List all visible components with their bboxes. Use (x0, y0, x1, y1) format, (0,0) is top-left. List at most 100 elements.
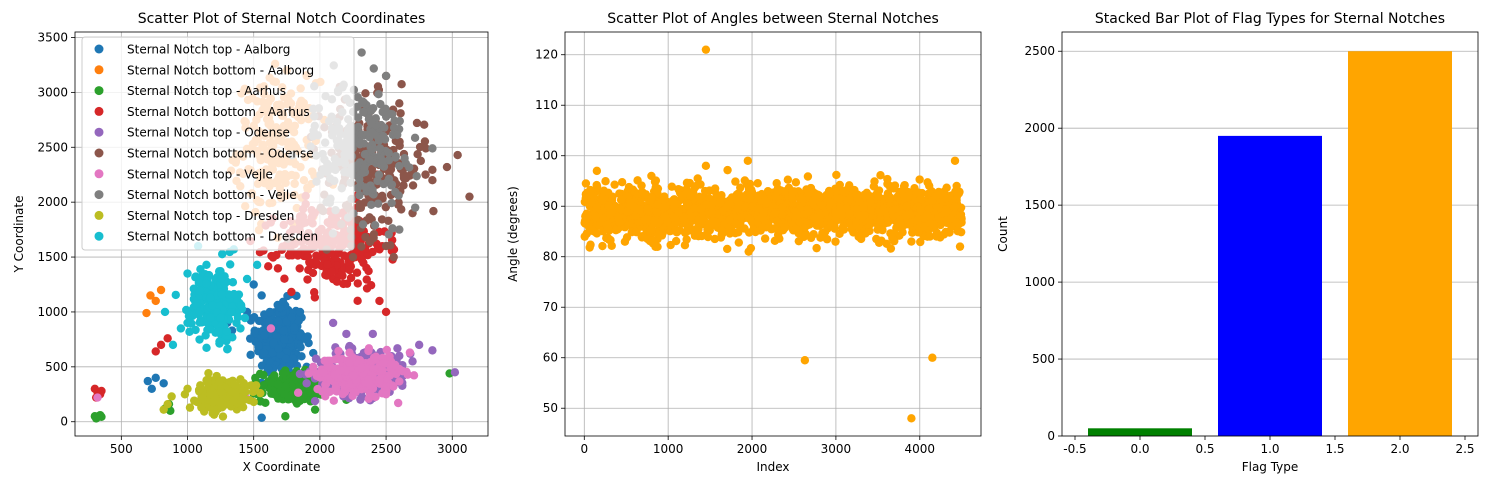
data-point (409, 371, 419, 380)
data-point (143, 376, 153, 386)
data-point (394, 191, 403, 200)
data-point (582, 229, 591, 238)
data-point (716, 198, 725, 207)
data-point (393, 130, 402, 140)
data-point (924, 181, 934, 191)
x-tick-label: 2000 (305, 442, 336, 456)
data-point (379, 359, 388, 368)
data-point (878, 225, 887, 235)
data-point (355, 199, 364, 209)
data-point (345, 265, 354, 275)
data-point (769, 224, 779, 233)
legend-marker (94, 210, 104, 220)
data-point (223, 345, 232, 354)
data-point (886, 244, 896, 253)
data-point (757, 189, 767, 199)
data-point (442, 162, 452, 172)
data-point (832, 187, 841, 196)
y-tick-label: 500 (45, 360, 68, 374)
data-point (353, 102, 362, 112)
data-point (683, 223, 692, 232)
tick-labels: 500 1000 1500 2000 2500 3000 0 500 1000 1500 2000 2… (37, 30, 467, 456)
data-point (854, 211, 863, 220)
data-point (637, 232, 646, 241)
legend-marker (94, 190, 104, 200)
legend-marker (94, 86, 104, 96)
data-point (282, 348, 291, 357)
legend-marker (94, 231, 104, 241)
data-point (693, 174, 702, 183)
data-point (216, 313, 225, 322)
data-point (591, 212, 600, 221)
data-point (412, 171, 421, 181)
data-point (691, 225, 700, 234)
data-point (365, 389, 375, 398)
legend-label: Sternal Notch top - Aalborg (127, 43, 290, 57)
data-point (274, 344, 283, 353)
data-point (403, 370, 412, 379)
data-point (606, 235, 615, 245)
data-point (703, 232, 713, 242)
y-tick-label: 2500 (1024, 44, 1055, 58)
y-tick-label: 3000 (37, 85, 68, 99)
data-point (284, 395, 293, 404)
data-point (215, 377, 224, 386)
data-point (845, 208, 855, 218)
y-tick-label: 2000 (37, 195, 68, 209)
data-point (230, 380, 239, 389)
data-point (780, 187, 789, 196)
data-point (671, 236, 681, 246)
data-point (856, 234, 866, 244)
data-point (927, 196, 937, 206)
data-point (278, 297, 288, 306)
data-point (368, 185, 377, 195)
data-point (378, 132, 387, 142)
data-point (851, 217, 861, 227)
data-point (270, 371, 279, 380)
data-point (675, 226, 684, 235)
data-point (345, 341, 354, 351)
data-point (378, 366, 387, 375)
data-point (265, 307, 275, 317)
data-point (214, 327, 224, 336)
tick-labels: 0 1000 2000 3000 4000 50 60 70 80 90 100 110 120 (535, 48, 935, 456)
data-point (652, 185, 661, 194)
data-point (707, 201, 717, 210)
data-point (722, 203, 731, 212)
legend-box (81, 36, 355, 251)
data-point (717, 226, 726, 235)
data-point (736, 213, 745, 222)
data-point (822, 235, 832, 244)
legend-marker (94, 44, 104, 54)
data-point (408, 357, 417, 366)
x-tick-label: 2500 (371, 442, 402, 456)
data-point (163, 334, 172, 343)
data-point (707, 208, 716, 218)
data-point (387, 180, 397, 189)
data-point (723, 244, 732, 254)
data-point (254, 341, 263, 350)
bar-flag-1 (1218, 135, 1322, 436)
data-point (760, 234, 770, 243)
data-point (381, 241, 391, 251)
data-point (333, 354, 342, 363)
y-tick-label: 1500 (37, 250, 68, 264)
data-point (925, 218, 935, 227)
data-point (774, 218, 783, 227)
data-point (712, 219, 721, 229)
chart-title: Scatter Plot of Sternal Notch Coordinate… (138, 11, 426, 27)
data-point (616, 205, 626, 214)
data-point (421, 144, 430, 153)
data-point (156, 285, 166, 295)
data-point (358, 97, 367, 106)
data-point (753, 179, 762, 188)
data-point (198, 394, 208, 403)
data-point (890, 181, 900, 190)
data-point (907, 414, 916, 423)
data-point (320, 356, 329, 366)
data-point (624, 182, 634, 192)
data-point (214, 267, 224, 276)
data-point (367, 118, 376, 128)
data-point (907, 237, 916, 246)
